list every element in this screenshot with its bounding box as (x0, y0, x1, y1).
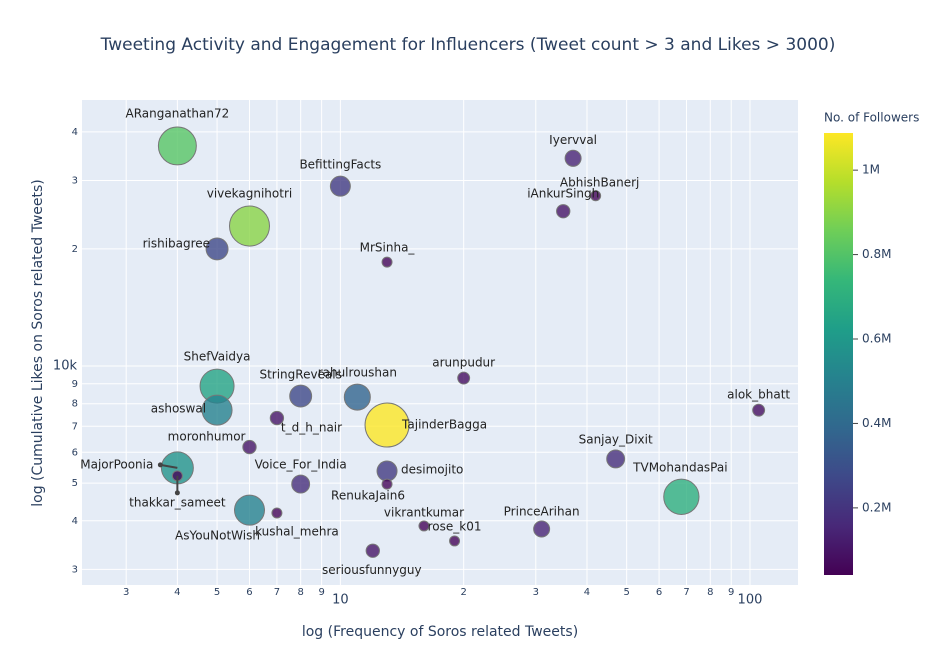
x-tick-label: 2 (460, 587, 466, 598)
bubble (663, 478, 700, 515)
x-tick-label: 7 (274, 587, 280, 598)
colorbar-tick-label: 0.8M (862, 247, 891, 261)
bubble (376, 460, 398, 482)
bubble (381, 478, 393, 490)
point-label: t_d_h_nair (281, 421, 342, 435)
point-label: iAnkurSingh (527, 187, 599, 201)
point-label: BefittingFacts (299, 158, 381, 172)
point-label: rishibagree (143, 236, 210, 250)
bubble (449, 535, 461, 547)
bubble (205, 237, 229, 261)
point-label: ARanganathan72 (126, 106, 230, 120)
point-label: rahulroushan (318, 366, 397, 380)
bubble (269, 410, 285, 426)
bubble (242, 439, 257, 455)
y-tick-label: 10k (53, 359, 78, 374)
annotation-arrow (160, 463, 178, 469)
point-label: StringReveals (259, 368, 341, 382)
y-tick-label: 5 (72, 478, 78, 489)
bubble (418, 520, 430, 532)
arrow-head (174, 490, 180, 496)
point-label: PrinceArihan (504, 505, 580, 519)
x-tick-label: 6 (246, 587, 252, 598)
point-label: kushal_mehra (255, 524, 339, 538)
x-tick-label: 3 (533, 587, 539, 598)
y-tick-label: 9 (72, 379, 78, 390)
point-label: thakkar_sameet (129, 495, 226, 509)
x-tick-label: 5 (214, 587, 220, 598)
bubble (228, 205, 271, 247)
x-tick-label: 4 (174, 587, 180, 598)
chart-title: Tweeting Activity and Engagement for Inf… (100, 35, 836, 55)
point-label: RenukaJain6 (331, 489, 405, 503)
bubble (457, 371, 471, 385)
x-tick-label: 100 (738, 593, 763, 608)
x-axis-title: log (Frequency of Soros related Tweets) (302, 624, 578, 640)
bubble (556, 204, 571, 219)
y-tick-label: 2 (72, 244, 78, 255)
colorbar-tick-label: 0.2M (862, 500, 891, 514)
colorbar-tick-label: 0.4M (862, 416, 891, 430)
point-label: vivekagnihotri (207, 187, 293, 201)
x-tick-label: 4 (584, 587, 590, 598)
y-tick-label: 3 (72, 564, 78, 575)
point-label: MrSinha_ (360, 241, 416, 255)
point-label: Sanjay_Dixit (579, 432, 653, 446)
point-label: AsYouNotWish (175, 529, 260, 543)
bubble (752, 403, 766, 417)
colorbar-tick-label: 1M (862, 163, 880, 177)
bubble (564, 149, 582, 167)
y-tick-label: 3 (72, 175, 78, 186)
x-tick-label: 10 (332, 593, 349, 608)
x-tick-label: 8 (297, 587, 303, 598)
y-tick-label: 4 (72, 127, 78, 138)
bubble (291, 474, 311, 494)
point-label: seriousfunnyguy (322, 563, 422, 577)
x-tick-label: 7 (683, 587, 689, 598)
y-tick-label: 7 (72, 421, 78, 432)
y-tick-label: 6 (72, 447, 78, 458)
point-label: moronhumor (168, 430, 246, 444)
point-label: Iyervval (549, 133, 597, 147)
bubble (157, 126, 197, 166)
bubble (365, 543, 380, 558)
point-label: rose_k01 (428, 519, 482, 533)
y-tick-label: 4 (72, 516, 78, 527)
x-tick-label: 3 (123, 587, 129, 598)
bubble (329, 175, 351, 197)
y-tick-label: 8 (72, 399, 78, 410)
colorbar (824, 133, 853, 575)
point-label: vikrantkumar (384, 505, 464, 519)
y-axis-title: log (Cumulative Likes on Soros related T… (30, 179, 46, 507)
x-tick-label: 6 (656, 587, 662, 598)
bubble (381, 256, 393, 268)
point-label: ShefVaidya (184, 350, 251, 364)
bubble (364, 402, 410, 448)
bubble (233, 494, 266, 526)
bubble (533, 520, 551, 538)
point-label: desimojito (401, 463, 463, 477)
x-tick-label: 8 (707, 587, 713, 598)
x-tick-label: 9 (728, 587, 734, 598)
point-label: arunpudur (432, 356, 495, 370)
point-label: alok_bhatt (727, 388, 790, 402)
point-label: TVMohandasPai (632, 460, 727, 474)
x-tick-label: 9 (318, 587, 324, 598)
bubble (606, 449, 626, 469)
bubble (590, 190, 602, 202)
bubble (271, 507, 283, 519)
point-label: Voice_For_India (255, 458, 347, 472)
point-label: MajorPoonia (80, 457, 153, 471)
bubble (343, 383, 371, 411)
bubble (289, 384, 313, 408)
arrow-head (157, 462, 163, 468)
point-label: ashoswal (151, 402, 206, 416)
x-tick-label: 5 (623, 587, 629, 598)
point-label: TajinderBagga (401, 418, 487, 432)
point-label: AbhishBanerj (560, 175, 639, 189)
colorbar-tick-label: 0.6M (862, 332, 891, 346)
bubble (201, 394, 233, 426)
colorbar-title: No. of Followers (824, 111, 919, 125)
